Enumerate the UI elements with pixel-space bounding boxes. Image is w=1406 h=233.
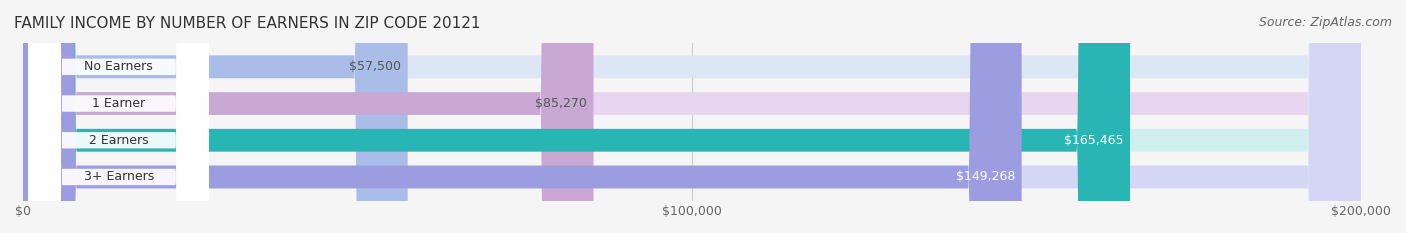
Text: $165,465: $165,465 bbox=[1064, 134, 1123, 147]
FancyBboxPatch shape bbox=[22, 0, 1022, 233]
Text: $57,500: $57,500 bbox=[349, 60, 401, 73]
Text: FAMILY INCOME BY NUMBER OF EARNERS IN ZIP CODE 20121: FAMILY INCOME BY NUMBER OF EARNERS IN ZI… bbox=[14, 16, 481, 31]
Text: Source: ZipAtlas.com: Source: ZipAtlas.com bbox=[1258, 16, 1392, 29]
Text: 3+ Earners: 3+ Earners bbox=[83, 171, 153, 183]
FancyBboxPatch shape bbox=[28, 0, 209, 233]
Text: 2 Earners: 2 Earners bbox=[89, 134, 149, 147]
FancyBboxPatch shape bbox=[22, 0, 1361, 233]
FancyBboxPatch shape bbox=[28, 0, 209, 233]
Text: No Earners: No Earners bbox=[84, 60, 153, 73]
FancyBboxPatch shape bbox=[22, 0, 1361, 233]
FancyBboxPatch shape bbox=[28, 0, 209, 233]
FancyBboxPatch shape bbox=[22, 0, 1361, 233]
FancyBboxPatch shape bbox=[22, 0, 593, 233]
Text: 1 Earner: 1 Earner bbox=[93, 97, 145, 110]
Text: $149,268: $149,268 bbox=[956, 171, 1015, 183]
FancyBboxPatch shape bbox=[22, 0, 1130, 233]
FancyBboxPatch shape bbox=[22, 0, 1361, 233]
Text: $85,270: $85,270 bbox=[534, 97, 586, 110]
FancyBboxPatch shape bbox=[28, 0, 209, 233]
FancyBboxPatch shape bbox=[22, 0, 408, 233]
